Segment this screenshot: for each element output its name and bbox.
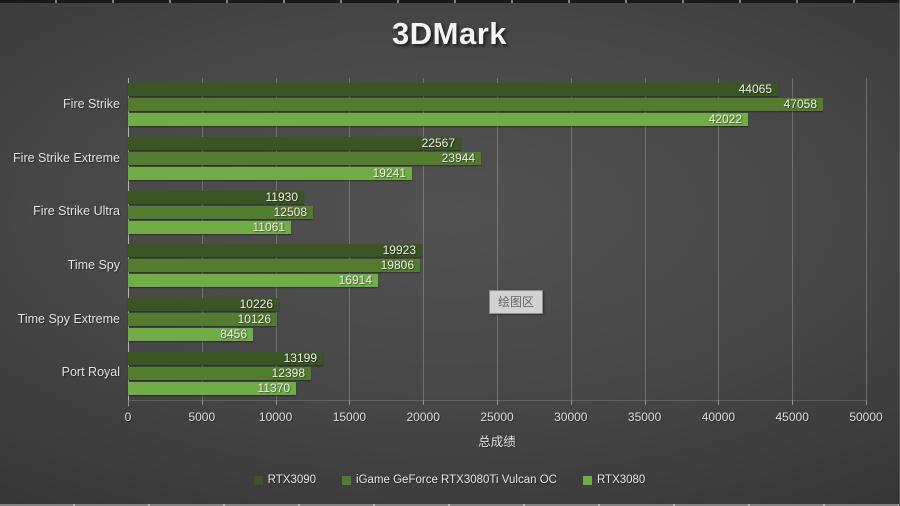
bar-value-label: 8456 [220,326,247,341]
bar[interactable]: 10226 [128,296,279,311]
x-tick-mark [718,400,720,405]
x-tick-label: 50000 [849,410,883,424]
x-tick-mark [201,400,203,405]
x-tick-mark [128,400,129,405]
bar[interactable]: 11061 [128,219,291,234]
bar[interactable]: 12508 [128,204,313,219]
bar[interactable]: 19923 [128,243,422,258]
bar-value-label: 47058 [783,97,817,112]
x-tick-mark [570,400,572,405]
chart-title[interactable]: 3DMark [392,16,507,51]
bar[interactable]: 16914 [128,273,378,288]
category-label: Time Spy Extreme [17,311,120,326]
bar[interactable]: 47058 [128,97,823,112]
x-tick-label: 30000 [554,410,588,424]
legend-swatch-icon [253,475,263,485]
x-tick-mark [349,400,351,405]
bar-value-label: 19923 [382,243,416,258]
y-axis-line [128,78,129,406]
x-tick-label: 10000 [258,410,293,424]
spreadsheet-bottom-edge [0,504,899,506]
gridline [497,78,498,400]
bar-value-label: 12398 [271,365,305,380]
bar-value-label: 13199 [283,350,317,365]
category-label: Fire Strike [63,96,120,111]
bar[interactable]: 44065 [128,82,778,97]
bar-value-label: 16914 [338,273,372,288]
bar[interactable]: 10126 [128,311,277,326]
bar-value-label: 42022 [708,112,742,127]
x-tick-mark [423,400,425,405]
gridline [792,78,794,400]
x-tick-label: 40000 [701,410,736,424]
bar-group: 10226 10126 8456 [128,293,866,347]
category-label: Time Spy [67,257,120,272]
bar[interactable]: 19241 [128,165,412,180]
x-tick-label: 45000 [775,410,809,424]
legend-swatch-icon [582,475,592,485]
bar[interactable]: 8456 [128,326,253,341]
bar[interactable]: 11370 [128,380,296,395]
gridline [718,78,720,400]
bar[interactable]: 23944 [128,150,481,165]
gridline [644,78,646,400]
plot-area-tooltip: 绘图区 [489,290,544,314]
legend-item[interactable]: iGame GeForce RTX3080Ti Vulcan OC [342,474,557,486]
x-tick-mark [792,400,794,405]
x-tick-mark [866,400,867,405]
gridline [201,78,203,400]
bar-value-label: 44065 [738,82,772,97]
legend-item[interactable]: RTX3080 [582,474,646,486]
bar-group: 22567 23944 19241 [128,132,866,186]
x-tick-mark [497,400,498,405]
bar-group: 44065 47058 42022 [128,78,866,132]
gridline [349,78,351,400]
x-tick-label: 35000 [627,410,662,424]
bar[interactable]: 42022 [128,112,748,127]
gridline [423,78,425,400]
bar-value-label: 11061 [252,219,285,234]
category-label: Fire Strike Ultra [33,204,120,219]
x-tick-label: 5000 [188,410,216,424]
bar[interactable]: 22567 [128,135,461,150]
bar-value-label: 10226 [239,296,273,311]
x-tick-label: 0 [124,410,132,424]
gridline [275,78,277,400]
legend[interactable]: RTX3090 iGame GeForce RTX3080Ti Vulcan OC… [0,474,899,486]
x-tick-label: 20000 [406,410,440,424]
bar-value-label: 19241 [372,165,406,180]
x-axis-title: 总成绩 [478,435,516,449]
bar[interactable]: 12398 [128,365,311,380]
bar-value-label: 10126 [237,311,271,326]
x-tick-label: 15000 [332,410,367,424]
legend-swatch-icon [342,475,352,485]
x-tick-mark [644,400,646,405]
plot-area[interactable]: 44065 47058 42022 22567 23944 19241 11930 12508… [128,78,867,406]
category-label: Fire Strike Extreme [13,150,120,165]
bar-value-label: 19806 [380,258,414,273]
gridline [570,78,572,400]
legend-label: RTX3080 [596,474,646,486]
bar-group: 13199 12398 11370 [128,346,866,400]
spreadsheet-top-edge [0,0,899,3]
x-tick-label: 25000 [480,410,514,424]
bar[interactable]: 11930 [128,189,304,204]
bar-value-label: 11370 [257,380,290,395]
bar[interactable]: 19806 [128,258,420,273]
bar-value-label: 11930 [265,189,298,204]
category-label: Port Royal [61,365,120,380]
legend-label: iGame GeForce RTX3080Ti Vulcan OC [356,474,557,486]
legend-item[interactable]: RTX3090 [253,474,317,486]
bar[interactable]: 13199 [128,350,323,365]
bar-value-label: 23944 [441,150,475,165]
legend-label: RTX3090 [267,474,317,486]
bar-value-label: 22567 [421,135,455,150]
bar-value-label: 12508 [273,204,307,219]
bar-group: 19923 19806 16914 [128,239,866,293]
bar-group: 11930 12508 11061 [128,185,866,239]
gridline [866,78,867,400]
x-tick-mark [275,400,277,405]
